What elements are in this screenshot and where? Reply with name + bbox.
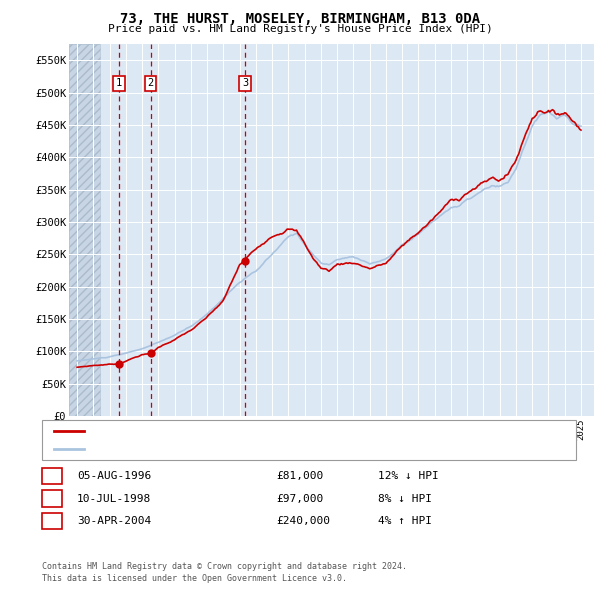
Text: 3: 3 [242,78,248,88]
Text: £97,000: £97,000 [276,494,323,503]
Text: 73, THE HURST, MOSELEY, BIRMINGHAM, B13 0DA: 73, THE HURST, MOSELEY, BIRMINGHAM, B13 … [120,12,480,26]
Text: 12% ↓ HPI: 12% ↓ HPI [378,471,439,481]
Text: 2: 2 [49,494,55,503]
Text: 1: 1 [116,78,122,88]
Text: Price paid vs. HM Land Registry's House Price Index (HPI): Price paid vs. HM Land Registry's House … [107,24,493,34]
Bar [69,44,100,416]
Text: Contains HM Land Registry data © Crown copyright and database right 2024.: Contains HM Land Registry data © Crown c… [42,562,407,571]
Text: £240,000: £240,000 [276,516,330,526]
Text: £81,000: £81,000 [276,471,323,481]
Text: 3: 3 [49,516,55,526]
Text: 10-JUL-1998: 10-JUL-1998 [77,494,151,503]
Text: HPI: Average price, detached house, Birmingham: HPI: Average price, detached house, Birm… [90,444,360,454]
Text: 8% ↓ HPI: 8% ↓ HPI [378,494,432,503]
Text: 30-APR-2004: 30-APR-2004 [77,516,151,526]
Text: 73, THE HURST, MOSELEY, BIRMINGHAM, B13 0DA (detached house): 73, THE HURST, MOSELEY, BIRMINGHAM, B13 … [90,427,443,437]
Text: 1: 1 [49,471,55,481]
Text: This data is licensed under the Open Government Licence v3.0.: This data is licensed under the Open Gov… [42,574,347,583]
Text: 2: 2 [148,78,154,88]
Text: 05-AUG-1996: 05-AUG-1996 [77,471,151,481]
Text: 4% ↑ HPI: 4% ↑ HPI [378,516,432,526]
Bar [69,44,100,416]
